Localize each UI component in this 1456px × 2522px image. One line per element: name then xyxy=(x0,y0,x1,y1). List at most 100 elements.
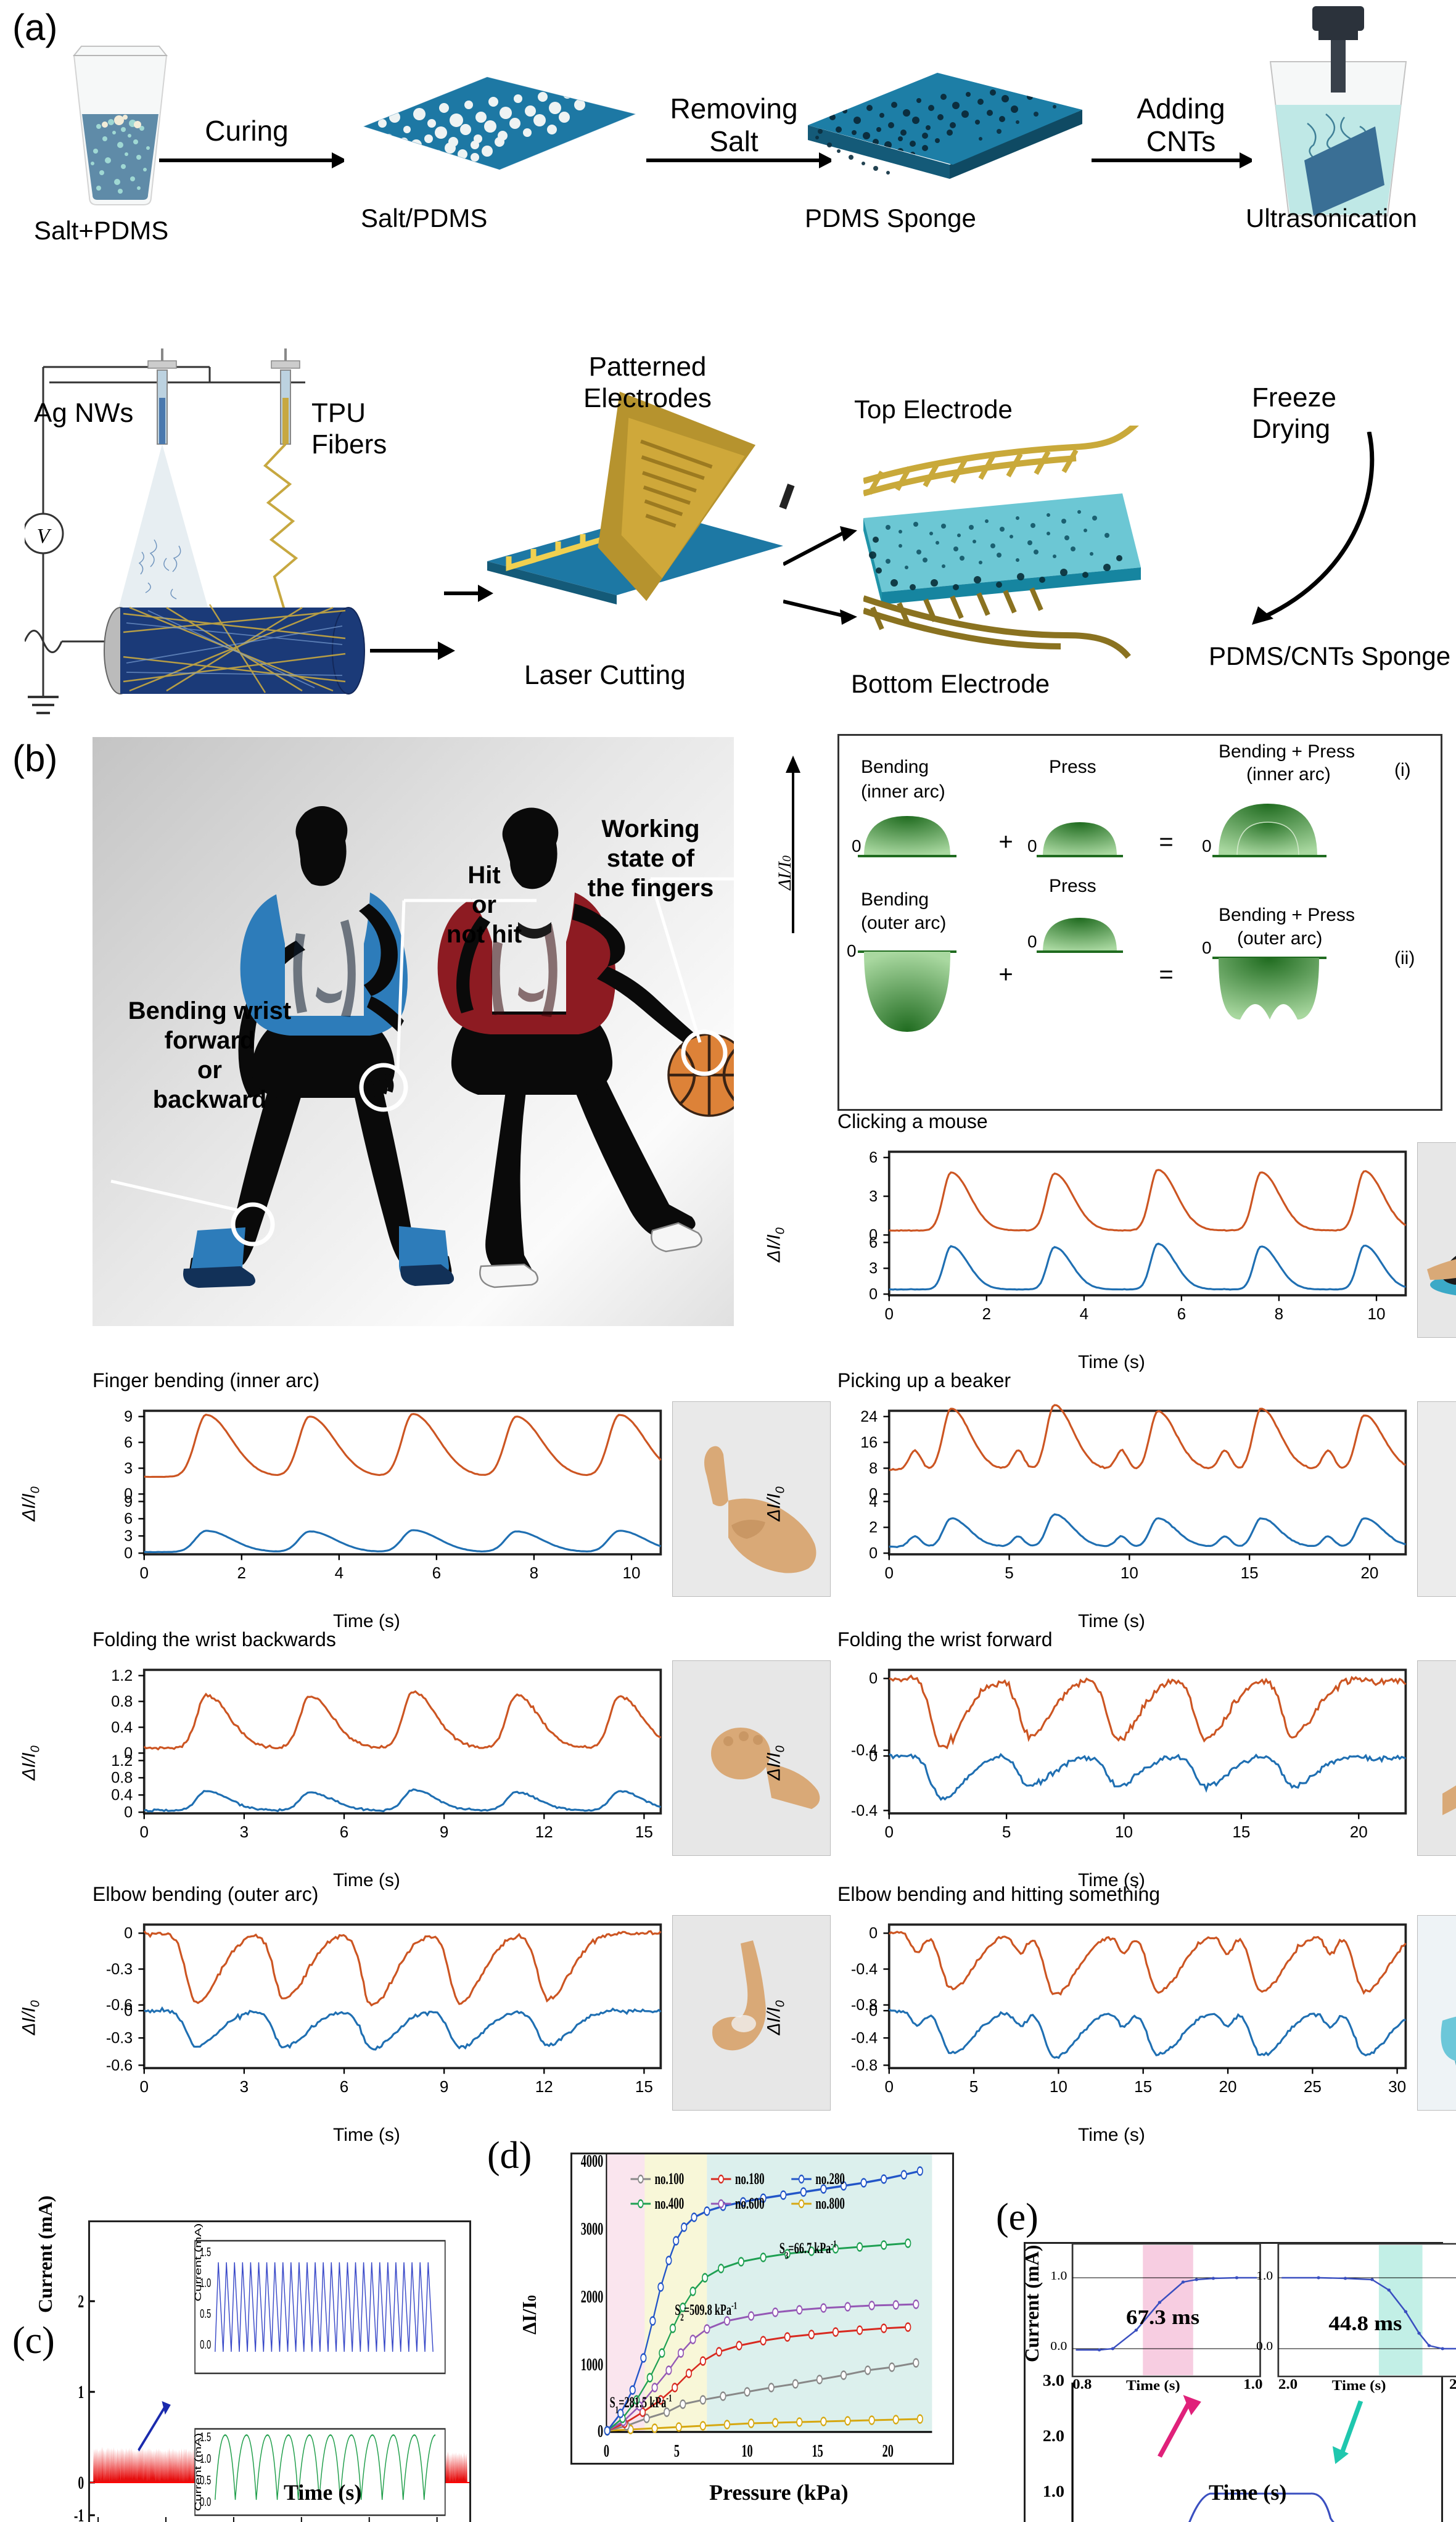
svg-text:15: 15 xyxy=(635,1823,653,1841)
svg-text:9: 9 xyxy=(124,1493,133,1510)
svg-text:0: 0 xyxy=(124,1925,133,1942)
svg-text:3000: 3000 xyxy=(581,2220,603,2239)
svg-text:Time (s): Time (s) xyxy=(1332,2378,1386,2394)
svg-text:0.0: 0.0 xyxy=(200,2338,211,2351)
svg-text:0: 0 xyxy=(140,1823,149,1841)
svg-text:1.5: 1.5 xyxy=(200,2430,211,2444)
svg-text:Bending: Bending xyxy=(861,757,929,777)
svg-text:15: 15 xyxy=(1241,1564,1259,1582)
svg-text:20: 20 xyxy=(1350,1823,1368,1841)
svg-text:25: 25 xyxy=(1304,2077,1322,2096)
svg-text:Time (s): Time (s) xyxy=(1126,2378,1180,2394)
svg-text:0.0: 0.0 xyxy=(1050,2339,1067,2353)
svg-text:-0.4: -0.4 xyxy=(851,1961,878,1978)
svg-text:-1: -1 xyxy=(74,2505,84,2522)
svg-text:10: 10 xyxy=(741,2442,752,2461)
svg-text:0: 0 xyxy=(1202,938,1212,957)
svg-text:30: 30 xyxy=(1388,2077,1406,2096)
svg-text:0.0: 0.0 xyxy=(1256,2339,1273,2353)
svg-text:16: 16 xyxy=(860,1434,878,1451)
svg-text:3: 3 xyxy=(240,1823,249,1841)
svg-text:0: 0 xyxy=(124,1545,133,1562)
svg-text:0.0: 0.0 xyxy=(200,2495,211,2508)
svg-text:0.8: 0.8 xyxy=(111,1693,133,1710)
svg-text:(outer arc): (outer arc) xyxy=(1237,928,1322,949)
svg-text:0: 0 xyxy=(885,1564,894,1582)
svg-text:6: 6 xyxy=(340,1823,349,1841)
svg-text:1.0: 1.0 xyxy=(200,2276,211,2289)
svg-text:(inner arc): (inner arc) xyxy=(1246,764,1331,785)
svg-text:12: 12 xyxy=(535,1823,553,1841)
svg-text:0: 0 xyxy=(604,2442,609,2461)
svg-text:1.0: 1.0 xyxy=(1256,2269,1273,2283)
svg-text:=: = xyxy=(1159,828,1173,855)
svg-text:-0.4: -0.4 xyxy=(851,1802,878,1819)
svg-text:+: + xyxy=(998,828,1013,855)
svg-text:4: 4 xyxy=(869,1493,878,1510)
svg-text:10: 10 xyxy=(1121,1564,1138,1582)
svg-text:10: 10 xyxy=(623,1564,641,1582)
svg-text:Bending: Bending xyxy=(861,889,929,910)
svg-text:2: 2 xyxy=(869,1519,878,1536)
svg-text:2.2: 2.2 xyxy=(1449,2377,1456,2392)
svg-text:8: 8 xyxy=(869,1460,878,1477)
svg-text:8: 8 xyxy=(1275,1304,1284,1323)
svg-text:0: 0 xyxy=(869,1286,878,1303)
svg-text:15: 15 xyxy=(1232,1823,1250,1841)
svg-text:0: 0 xyxy=(124,1804,133,1821)
svg-text:6: 6 xyxy=(1177,1304,1187,1323)
svg-text:Press: Press xyxy=(1049,876,1096,896)
svg-text:5: 5 xyxy=(674,2442,680,2461)
svg-text:0: 0 xyxy=(869,1747,878,1765)
svg-text:3: 3 xyxy=(124,1460,133,1477)
svg-text:10: 10 xyxy=(1050,2077,1067,2096)
svg-text:6: 6 xyxy=(869,1149,878,1166)
svg-text:6: 6 xyxy=(124,1434,133,1451)
svg-text:3.0: 3.0 xyxy=(1043,2372,1064,2389)
svg-text:20: 20 xyxy=(1219,2077,1237,2096)
svg-text:2: 2 xyxy=(78,2291,84,2312)
svg-text:(ii): (ii) xyxy=(1394,948,1415,968)
svg-text:0.5: 0.5 xyxy=(200,2307,211,2320)
svg-text:no.280: no.280 xyxy=(815,2169,845,2188)
svg-text:0: 0 xyxy=(847,941,857,960)
svg-text:2.0: 2.0 xyxy=(1278,2377,1298,2392)
svg-text:(i): (i) xyxy=(1394,760,1411,780)
svg-text:6: 6 xyxy=(432,1564,442,1582)
svg-text:+: + xyxy=(998,961,1013,988)
svg-text:Bending + Press: Bending + Press xyxy=(1219,741,1355,762)
svg-text:no.180: no.180 xyxy=(735,2169,765,2188)
svg-text:10: 10 xyxy=(1368,1304,1386,1323)
svg-text:0: 0 xyxy=(869,1670,878,1688)
svg-text:no.600: no.600 xyxy=(735,2194,765,2212)
svg-text:15: 15 xyxy=(635,2077,653,2096)
svg-text:6: 6 xyxy=(124,1510,133,1528)
svg-text:24: 24 xyxy=(860,1408,878,1425)
svg-text:2000: 2000 xyxy=(581,2288,603,2307)
svg-text:Press: Press xyxy=(1049,757,1096,777)
svg-text:0: 0 xyxy=(140,1564,149,1582)
svg-text:0.5: 0.5 xyxy=(200,2473,211,2487)
svg-text:0: 0 xyxy=(1027,836,1037,855)
svg-text:=: = xyxy=(1159,961,1173,988)
svg-text:6: 6 xyxy=(869,1234,878,1251)
svg-text:5: 5 xyxy=(1005,1564,1014,1582)
svg-text:0: 0 xyxy=(852,836,862,855)
svg-text:0: 0 xyxy=(869,1925,878,1942)
svg-text:1.0: 1.0 xyxy=(1050,2269,1067,2283)
svg-text:44.8 ms: 44.8 ms xyxy=(1328,2311,1402,2334)
svg-text:-0.4: -0.4 xyxy=(851,2030,878,2047)
svg-text:no.100: no.100 xyxy=(655,2169,685,2188)
svg-text:0: 0 xyxy=(1202,836,1212,855)
svg-text:1.2: 1.2 xyxy=(111,1667,133,1684)
svg-text:1: 1 xyxy=(78,2382,84,2402)
svg-text:0.4: 0.4 xyxy=(111,1719,133,1736)
svg-text:3: 3 xyxy=(240,2077,249,2096)
svg-text:no.400: no.400 xyxy=(655,2194,685,2212)
svg-text:1.0: 1.0 xyxy=(1043,2483,1064,2500)
svg-text:0: 0 xyxy=(124,2002,133,2019)
svg-text:5: 5 xyxy=(1002,1823,1011,1841)
svg-text:3: 3 xyxy=(869,1260,878,1277)
svg-text:6: 6 xyxy=(340,2077,349,2096)
svg-text:67.3 ms: 67.3 ms xyxy=(1126,2305,1199,2328)
